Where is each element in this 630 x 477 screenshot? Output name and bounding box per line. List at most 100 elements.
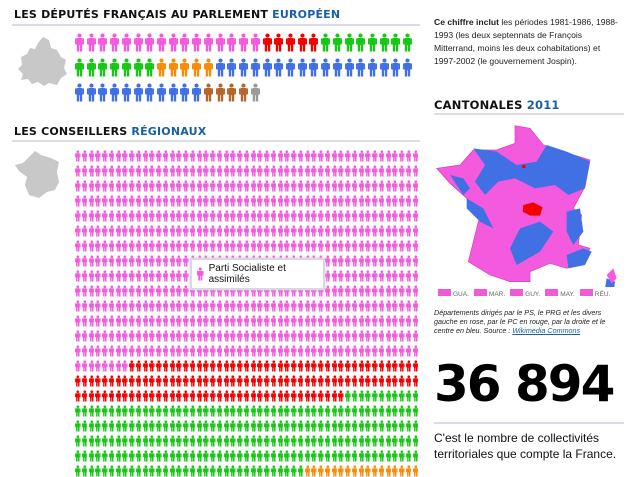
person-icon: [372, 390, 378, 402]
person-icon: [386, 225, 392, 237]
person-icon: [284, 240, 290, 252]
person-icon: [359, 165, 365, 177]
person-icon: [183, 225, 189, 237]
person-icon: [244, 405, 250, 417]
person-icon: [345, 360, 351, 372]
person-icon: [352, 285, 358, 297]
person-icon: [271, 225, 277, 237]
person-icon: [122, 360, 128, 372]
person-icon: [359, 285, 365, 297]
person-icon: [95, 435, 101, 447]
person-icon: [129, 405, 135, 417]
person-icon: [392, 270, 398, 282]
person-icon: [169, 83, 178, 102]
person-icon: [311, 150, 317, 162]
person-icon: [278, 150, 284, 162]
person-icon: [338, 165, 344, 177]
person-icon: [392, 240, 398, 252]
person-icon: [217, 315, 223, 327]
person-icon: [109, 225, 115, 237]
person-icon: [170, 330, 176, 342]
person-icon: [257, 240, 263, 252]
person-icon: [237, 360, 243, 372]
person-icon: [102, 195, 108, 207]
person-icon: [257, 375, 263, 387]
person-icon: [392, 300, 398, 312]
person-icon: [251, 435, 257, 447]
person-icon: [95, 405, 101, 417]
person-icon: [291, 330, 297, 342]
person-icon: [298, 58, 307, 77]
divider: [12, 24, 420, 26]
person-icon: [386, 180, 392, 192]
person-icon: [129, 270, 135, 282]
person-icon: [399, 150, 405, 162]
person-icon: [183, 315, 189, 327]
person-icon: [203, 180, 209, 192]
person-icon: [197, 165, 203, 177]
person-icon: [298, 450, 304, 462]
person-icon: [217, 150, 223, 162]
person-icon: [325, 435, 331, 447]
person-icon: [338, 270, 344, 282]
person-icon: [169, 58, 178, 77]
person-icon: [264, 165, 270, 177]
person-icon: [332, 405, 338, 417]
person-icon: [163, 210, 169, 222]
person-icon: [325, 330, 331, 342]
person-icon: [311, 315, 317, 327]
person-icon: [406, 405, 412, 417]
person-icon: [170, 195, 176, 207]
person-icon: [129, 465, 135, 477]
person-icon: [183, 345, 189, 357]
person-icon: [278, 360, 284, 372]
person-icon: [82, 330, 88, 342]
person-icon: [379, 225, 385, 237]
wikimedia-link[interactable]: Wikimedia Commons: [512, 326, 581, 335]
person-icon: [244, 150, 250, 162]
person-icon: [399, 285, 405, 297]
person-icon: [89, 300, 95, 312]
person-icon: [176, 180, 182, 192]
person-icon: [399, 315, 405, 327]
person-icon: [227, 83, 236, 102]
person-icon: [136, 435, 142, 447]
person-icon: [102, 405, 108, 417]
person-icon: [244, 465, 250, 477]
person-icon: [156, 225, 162, 237]
person-icon: [217, 300, 223, 312]
person-icon: [386, 300, 392, 312]
person-icon: [217, 210, 223, 222]
person-icon: [230, 450, 236, 462]
person-icon: [136, 315, 142, 327]
person-icon: [210, 225, 216, 237]
person-icon: [332, 255, 338, 267]
person-icon: [224, 345, 230, 357]
person-icon: [75, 300, 81, 312]
person-icon: [116, 270, 122, 282]
person-icon: [380, 58, 389, 77]
person-icon: [75, 210, 81, 222]
person-icon: [102, 210, 108, 222]
person-icon: [333, 58, 342, 77]
person-icon: [210, 390, 216, 402]
person-icon: [109, 315, 115, 327]
person-icon: [399, 270, 405, 282]
person-icon: [284, 465, 290, 477]
person-icon: [89, 285, 95, 297]
person-icon: [82, 465, 88, 477]
person-icon: [203, 225, 209, 237]
person-icon: [237, 420, 243, 432]
person-icon: [325, 405, 331, 417]
person-icon: [278, 345, 284, 357]
person-icon: [311, 165, 317, 177]
map-caption: Départements dirigés par le PS, le PRG e…: [434, 308, 606, 335]
person-icon: [149, 255, 155, 267]
person-icon: [230, 180, 236, 192]
person-icon: [145, 83, 154, 102]
person-icon: [129, 180, 135, 192]
person-icon: [116, 390, 122, 402]
person-icon: [278, 330, 284, 342]
person-icon: [102, 450, 108, 462]
person-icon: [110, 58, 119, 77]
